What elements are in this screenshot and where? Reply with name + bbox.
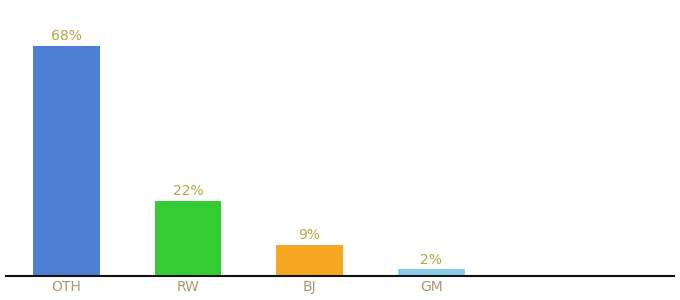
Bar [276,245,343,276]
Text: 68%: 68% [51,29,82,43]
Text: 22%: 22% [173,184,203,198]
Bar [33,46,100,276]
Text: 2%: 2% [420,253,442,267]
Text: 9%: 9% [299,228,320,242]
Bar [154,201,222,276]
Bar [398,269,464,276]
